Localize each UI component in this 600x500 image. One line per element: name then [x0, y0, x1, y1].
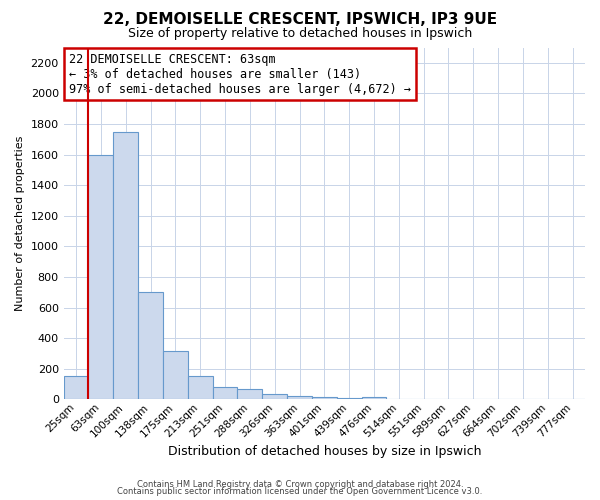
Bar: [188, 376, 212, 400]
Bar: [138, 292, 163, 400]
Text: Size of property relative to detached houses in Ipswich: Size of property relative to detached ho…: [128, 28, 472, 40]
Bar: [163, 351, 188, 400]
Bar: [64, 376, 88, 400]
X-axis label: Distribution of detached houses by size in Ipswich: Distribution of detached houses by size …: [167, 444, 481, 458]
Text: 22, DEMOISELLE CRESCENT, IPSWICH, IP3 9UE: 22, DEMOISELLE CRESCENT, IPSWICH, IP3 9U…: [103, 12, 497, 28]
Text: 22 DEMOISELLE CRESCENT: 63sqm
← 3% of detached houses are smaller (143)
97% of s: 22 DEMOISELLE CRESCENT: 63sqm ← 3% of de…: [69, 53, 411, 96]
Bar: [212, 387, 238, 400]
Bar: [262, 394, 287, 400]
Bar: [362, 397, 386, 400]
Text: Contains public sector information licensed under the Open Government Licence v3: Contains public sector information licen…: [118, 487, 482, 496]
Bar: [337, 398, 362, 400]
Bar: [238, 390, 262, 400]
Bar: [312, 397, 337, 400]
Bar: [113, 132, 138, 400]
Text: Contains HM Land Registry data © Crown copyright and database right 2024.: Contains HM Land Registry data © Crown c…: [137, 480, 463, 489]
Bar: [287, 396, 312, 400]
Bar: [88, 154, 113, 400]
Y-axis label: Number of detached properties: Number of detached properties: [15, 136, 25, 311]
